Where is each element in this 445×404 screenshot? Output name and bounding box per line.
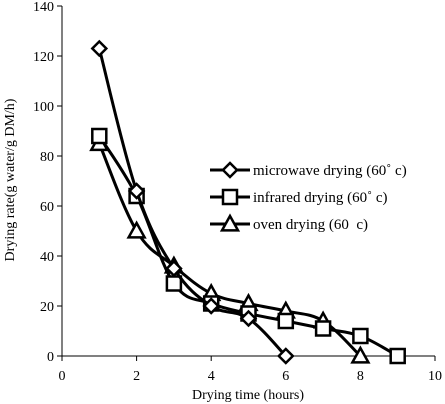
y-tick-label: 60 [40, 200, 54, 215]
data-point-triangle [126, 220, 147, 239]
y-tick-label: 40 [40, 250, 54, 265]
x-tick-label: 4 [208, 369, 215, 384]
chart-series [89, 39, 406, 365]
x-tick-label: 2 [133, 369, 140, 384]
chart-legend: microwave drying (60˚ c) infrared drying … [210, 161, 407, 233]
data-point-diamond [127, 182, 146, 200]
series-diamond [90, 39, 295, 365]
x-tick-label: 10 [428, 369, 442, 384]
data-point-square [389, 347, 406, 365]
y-tick-label: 80 [40, 150, 54, 165]
data-point-square [277, 312, 295, 330]
x-tick-label: 0 [59, 369, 66, 384]
x-tick-label: 6 [282, 369, 289, 384]
data-point-square [314, 320, 332, 337]
data-point-diamond [202, 297, 220, 315]
y-tick-label: 140 [33, 0, 54, 15]
y-tick-label: 0 [47, 350, 54, 365]
legend-label: oven drying (60 c) [253, 217, 368, 233]
x-axis-title: Drying time (hours) [192, 388, 304, 403]
legend-marker-diamond [221, 161, 239, 179]
data-point-square [352, 327, 369, 345]
legend-item-triangle: oven drying (60 c) [210, 213, 368, 233]
data-point-triangle [350, 345, 371, 364]
y-tick-label: 100 [33, 100, 54, 115]
data-point-diamond [277, 347, 295, 365]
x-tick-label: 8 [357, 369, 364, 384]
data-point-diamond [90, 39, 109, 58]
legend-item-diamond: microwave drying (60˚ c) [210, 161, 407, 179]
data-point-square [91, 127, 108, 145]
y-tick-label: 120 [33, 50, 54, 65]
chart-ticks: 0 20 40 60 80 100 120 140 0 2 4 6 8 10 [33, 0, 442, 384]
legend-marker-square [221, 188, 239, 206]
data-point-diamond [239, 309, 258, 328]
data-point-square [165, 275, 183, 292]
legend-label: infrared drying (60˚ c) [253, 190, 388, 206]
legend-label: microwave drying (60˚ c) [253, 163, 407, 179]
legend-marker-triangle [219, 213, 241, 232]
y-tick-label: 20 [40, 300, 54, 315]
legend-item-square: infrared drying (60˚ c) [210, 188, 388, 206]
y-axis-title: Drying rate(g water/g DM/h) [3, 98, 18, 261]
data-point-diamond [165, 259, 183, 278]
chart-axes [61, 6, 435, 357]
